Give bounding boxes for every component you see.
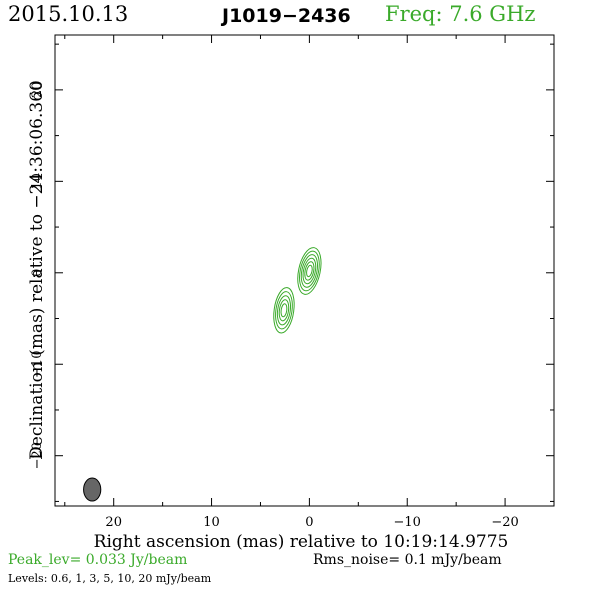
contour-level xyxy=(276,295,292,326)
contour-group xyxy=(273,247,322,334)
x-tick-label: 20 xyxy=(105,515,122,530)
y-tick-label: 0 xyxy=(30,269,45,277)
source-name: J1019−2436 xyxy=(222,5,351,27)
frequency-label: Freq: 7.6 GHz xyxy=(385,2,536,26)
beam-ellipse xyxy=(83,477,102,502)
contour-level xyxy=(273,287,295,334)
y-tick-label: −10 xyxy=(30,351,45,378)
contour-level xyxy=(278,299,290,322)
observation-date: 2015.10.13 xyxy=(8,2,129,26)
contour-level xyxy=(300,254,318,288)
x-tick-label: 10 xyxy=(203,515,220,530)
contour-levels: Levels: 0.6, 1, 3, 5, 10, 20 mJy/beam xyxy=(8,572,212,585)
y-axis-label: Declination (mas) relative to −24:36:06.… xyxy=(27,80,47,460)
y-tick-label: −20 xyxy=(30,442,45,469)
rms-noise: Rms_noise= 0.1 mJy/beam xyxy=(313,552,502,568)
peak-level: Peak_lev= 0.033 Jy/beam xyxy=(8,552,188,568)
x-axis-label: Right ascension (mas) relative to 10:19:… xyxy=(93,532,509,552)
contour-level xyxy=(304,261,315,281)
x-tick-label: 0 xyxy=(305,515,313,530)
y-tick-label: 10 xyxy=(30,173,45,190)
contour-level xyxy=(302,257,317,285)
beam-group xyxy=(83,477,102,502)
plot-frame xyxy=(54,34,555,507)
axis-ticks xyxy=(55,35,555,506)
tick-labels: 20 10 0 −10 −20 20 10 0 −10 −20 xyxy=(30,82,519,530)
contour-level xyxy=(280,303,288,318)
contour-level xyxy=(306,264,313,278)
contour-level xyxy=(299,250,320,292)
y-tick-label: 20 xyxy=(30,82,45,99)
x-tick-label: −20 xyxy=(491,515,518,530)
contour-level xyxy=(297,247,322,295)
x-tick-label: −10 xyxy=(394,515,421,530)
contour-level xyxy=(275,291,293,330)
